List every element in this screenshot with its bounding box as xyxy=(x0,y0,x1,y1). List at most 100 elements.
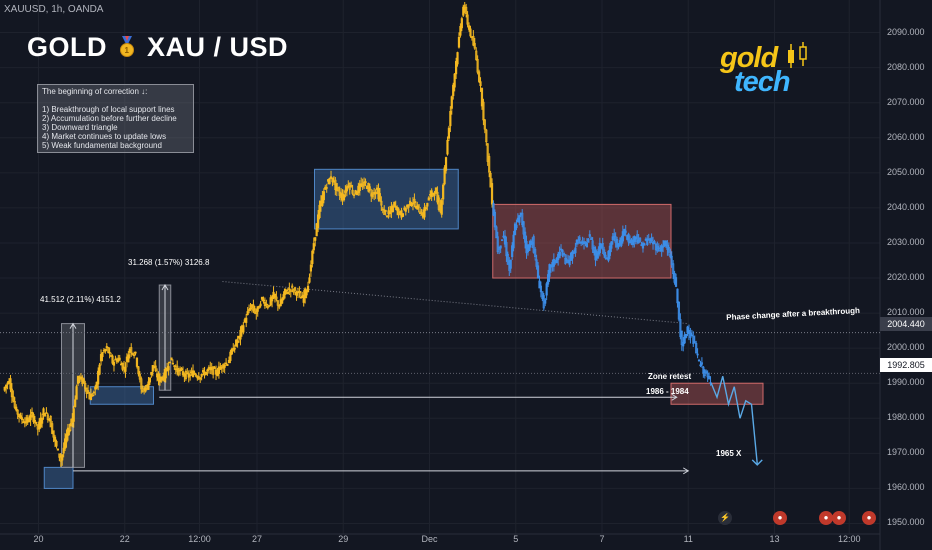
candle-body xyxy=(84,383,87,389)
candle-body xyxy=(164,368,167,379)
candle-body xyxy=(539,285,543,293)
candle-body xyxy=(49,415,52,428)
candle-body xyxy=(696,353,699,356)
projection-path xyxy=(710,376,758,464)
measure-arrow-head xyxy=(69,322,77,329)
time-tick-label: 22 xyxy=(119,534,130,544)
candle-body xyxy=(171,362,175,365)
zone-range-label: 1986 - 1984 xyxy=(646,387,689,396)
us-flag-icon[interactable]: ● xyxy=(832,511,846,525)
candle-body xyxy=(173,365,176,368)
candle-body xyxy=(82,378,85,384)
candle-body xyxy=(477,71,481,82)
candle-body xyxy=(55,441,58,447)
candle-body xyxy=(98,364,101,375)
candle-body xyxy=(482,101,485,121)
candle-body xyxy=(306,285,310,293)
candle-body xyxy=(603,249,606,256)
candle-body xyxy=(345,186,348,192)
candle-body xyxy=(427,197,430,201)
candle-body xyxy=(388,211,392,215)
candle-body xyxy=(456,52,459,65)
candle-body xyxy=(5,384,8,389)
candle-body xyxy=(62,447,65,454)
candle-body xyxy=(643,243,646,246)
candle-body xyxy=(653,241,656,244)
candle-body xyxy=(315,223,318,237)
chart-title: GOLD 1 XAU / USD xyxy=(27,32,288,63)
candle-body xyxy=(523,231,527,243)
candle-body xyxy=(493,211,497,228)
time-tick-label: 5 xyxy=(513,534,519,544)
candle-body xyxy=(488,156,491,173)
candle-body xyxy=(273,293,277,298)
candle-body xyxy=(419,211,422,215)
candle-body xyxy=(354,190,357,194)
price-tick-label: 1960.000 xyxy=(887,482,925,493)
price-tick-label: 2090.000 xyxy=(887,26,925,37)
candle-body xyxy=(108,351,111,354)
candle-body xyxy=(232,348,235,352)
candle-body xyxy=(178,369,182,372)
candle-body xyxy=(246,311,249,315)
lightning-icon[interactable]: ⚡ xyxy=(718,511,732,525)
candle-body xyxy=(705,371,708,373)
candle-body xyxy=(105,346,108,348)
candle-body xyxy=(118,357,121,361)
time-tick-label: 13 xyxy=(769,534,780,544)
candle-body xyxy=(266,305,269,309)
price-tick-label: 2060.000 xyxy=(887,131,925,142)
projection-arrow-head xyxy=(751,459,763,466)
candle-body xyxy=(148,377,152,383)
candle-body xyxy=(700,362,704,365)
candle-body xyxy=(150,371,153,375)
candle-body xyxy=(121,362,124,370)
candle-body xyxy=(92,391,95,394)
candle-body xyxy=(305,290,308,296)
note-item-3: 3) Downward triangle xyxy=(42,123,118,132)
candle-body xyxy=(111,355,114,364)
measure-label-2: 31.268 (1.57%) 3126.8 xyxy=(128,258,210,267)
candle-body xyxy=(679,319,682,337)
candle-body xyxy=(466,14,469,25)
time-tick-label: 7 xyxy=(599,534,605,544)
candle-body xyxy=(638,237,642,242)
candle-body xyxy=(151,365,154,372)
us-flag-icon[interactable]: ● xyxy=(819,511,833,525)
candle-body xyxy=(358,183,361,191)
candle-body xyxy=(546,274,550,285)
candle-body xyxy=(194,374,198,377)
candle-body xyxy=(45,412,48,414)
candle-body xyxy=(42,408,45,415)
candle-body xyxy=(217,366,221,374)
candle-body xyxy=(505,242,508,257)
candle-body xyxy=(452,84,455,97)
candle-body xyxy=(693,341,696,344)
candle-body xyxy=(683,334,686,344)
candle-body xyxy=(360,183,363,186)
candle-body xyxy=(613,233,616,237)
candle-body xyxy=(30,411,34,414)
candle-body xyxy=(270,296,274,302)
us-flag-icon[interactable]: ● xyxy=(862,511,876,525)
candle-body xyxy=(52,430,55,438)
candle-body xyxy=(61,454,64,461)
candle-body xyxy=(565,259,568,261)
candles-logo-icon xyxy=(788,42,807,68)
candle-body xyxy=(413,198,416,203)
candle-body xyxy=(664,240,668,247)
candle-body xyxy=(521,212,524,226)
zone-retest-label: Zone retest xyxy=(648,372,692,381)
correction-note: The beginning of correction ↓: 1) Breakt… xyxy=(37,84,194,153)
title-left: GOLD xyxy=(27,32,107,62)
candle-body xyxy=(13,401,16,408)
candle-body xyxy=(201,370,205,373)
candle-body xyxy=(667,247,670,253)
candle-body xyxy=(216,372,219,376)
candle-body xyxy=(411,202,415,205)
us-flag-icon[interactable]: ● xyxy=(773,511,787,525)
candle-body xyxy=(444,157,448,171)
candle-body xyxy=(227,359,231,364)
